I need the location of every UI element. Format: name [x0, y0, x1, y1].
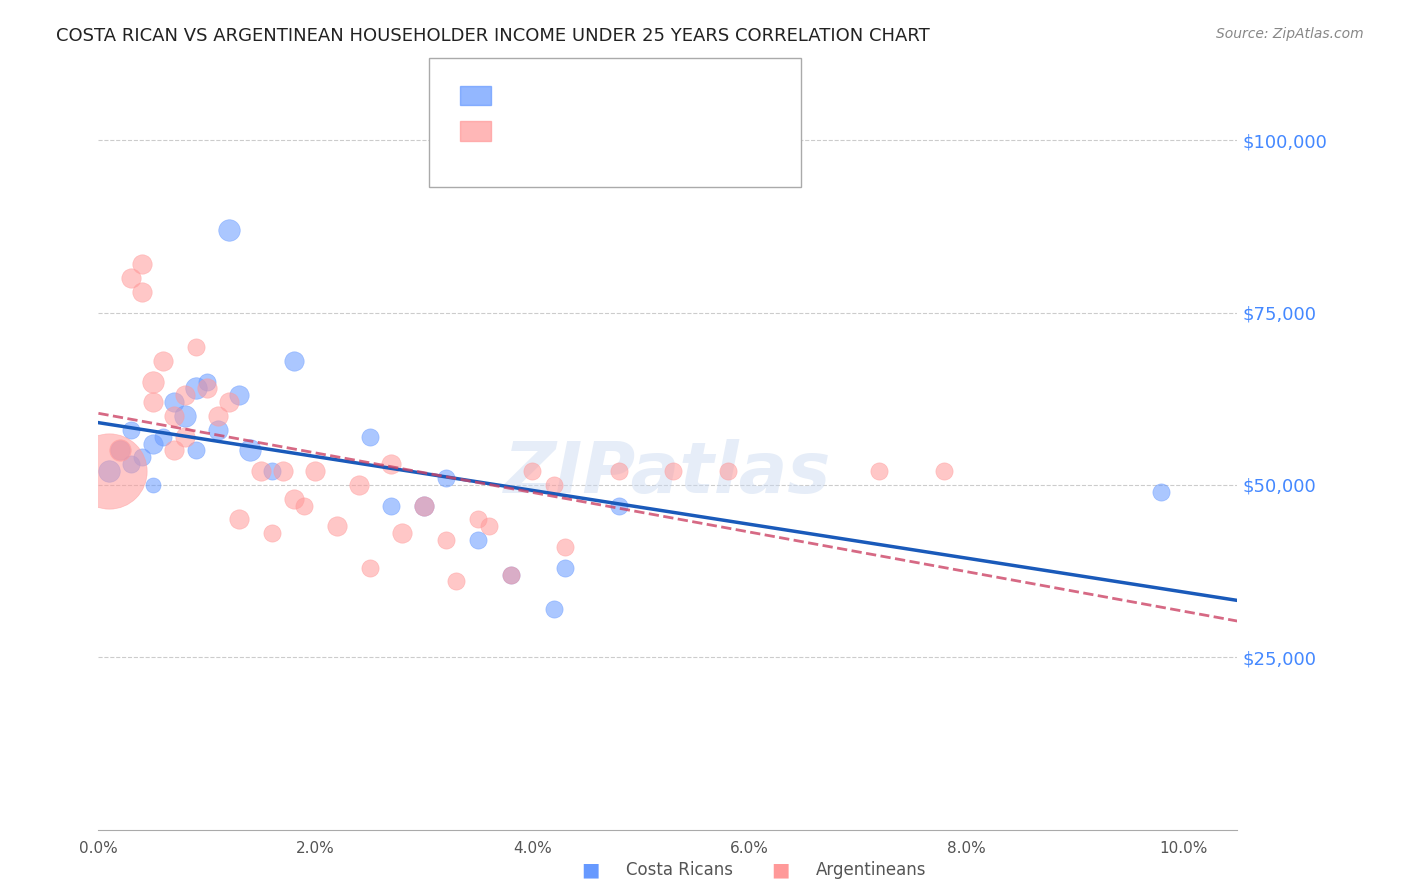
Point — [662, 464, 685, 478]
Point — [868, 464, 890, 478]
Point — [108, 443, 131, 458]
Point — [142, 395, 165, 409]
Point — [412, 499, 434, 513]
Point — [467, 512, 489, 526]
Text: ■: ■ — [581, 860, 600, 880]
Text: COSTA RICAN VS ARGENTINEAN HOUSEHOLDER INCOME UNDER 25 YEARS CORRELATION CHART: COSTA RICAN VS ARGENTINEAN HOUSEHOLDER I… — [56, 27, 929, 45]
Point — [359, 560, 381, 574]
Point — [359, 430, 381, 444]
Point — [412, 499, 434, 513]
Point — [152, 354, 174, 368]
Point — [218, 223, 240, 237]
Text: Source: ZipAtlas.com: Source: ZipAtlas.com — [1216, 27, 1364, 41]
Point — [260, 464, 283, 478]
Point — [142, 375, 165, 389]
Point — [152, 430, 174, 444]
Point — [174, 430, 197, 444]
Text: R =: R = — [499, 87, 536, 104]
Text: R =: R = — [499, 122, 536, 140]
Text: ZIPatlas: ZIPatlas — [505, 439, 831, 508]
Text: N =: N = — [591, 122, 627, 140]
Text: -0.236: -0.236 — [531, 87, 591, 104]
Point — [271, 464, 294, 478]
Point — [478, 519, 501, 533]
Text: -0.335: -0.335 — [531, 122, 591, 140]
Point — [195, 381, 218, 395]
Point — [98, 464, 121, 478]
Point — [131, 257, 153, 271]
Point — [326, 519, 349, 533]
Point — [434, 533, 457, 547]
Text: Costa Ricans: Costa Ricans — [626, 861, 733, 879]
Point — [499, 567, 522, 582]
Text: N =: N = — [591, 87, 627, 104]
Point — [522, 464, 544, 478]
Point — [228, 512, 250, 526]
Point — [554, 560, 576, 574]
Point — [184, 340, 207, 354]
Point — [304, 464, 326, 478]
Text: 29: 29 — [621, 87, 645, 104]
Point — [260, 526, 283, 541]
Point — [131, 450, 153, 465]
Point — [163, 443, 186, 458]
Point — [207, 423, 229, 437]
Point — [195, 375, 218, 389]
Point — [434, 471, 457, 485]
Point — [228, 388, 250, 402]
Point — [347, 478, 370, 492]
Point — [283, 491, 305, 506]
Text: 42: 42 — [621, 122, 645, 140]
Point — [543, 478, 565, 492]
Point — [184, 443, 207, 458]
Point — [174, 388, 197, 402]
Text: ■: ■ — [770, 860, 790, 880]
Point — [294, 499, 316, 513]
Point — [163, 395, 186, 409]
Point — [716, 464, 738, 478]
Point — [380, 457, 402, 471]
Point — [499, 567, 522, 582]
Point — [607, 464, 630, 478]
Point — [391, 526, 413, 541]
Point — [142, 478, 165, 492]
Point — [120, 457, 142, 471]
Point — [934, 464, 956, 478]
Point — [467, 533, 489, 547]
Point — [184, 381, 207, 395]
Point — [98, 464, 121, 478]
Point — [380, 499, 402, 513]
Point — [218, 395, 240, 409]
Point — [554, 540, 576, 554]
Point — [283, 354, 305, 368]
Point — [142, 436, 165, 450]
Point — [543, 602, 565, 616]
Point — [1150, 484, 1173, 499]
Point — [120, 271, 142, 285]
Point — [239, 443, 262, 458]
Point — [250, 464, 273, 478]
Point — [131, 285, 153, 299]
Point — [108, 443, 131, 458]
Point — [207, 409, 229, 423]
Text: Argentineans: Argentineans — [815, 861, 927, 879]
Point — [163, 409, 186, 423]
Point — [120, 423, 142, 437]
Point — [174, 409, 197, 423]
Point — [607, 499, 630, 513]
Point — [446, 574, 468, 589]
